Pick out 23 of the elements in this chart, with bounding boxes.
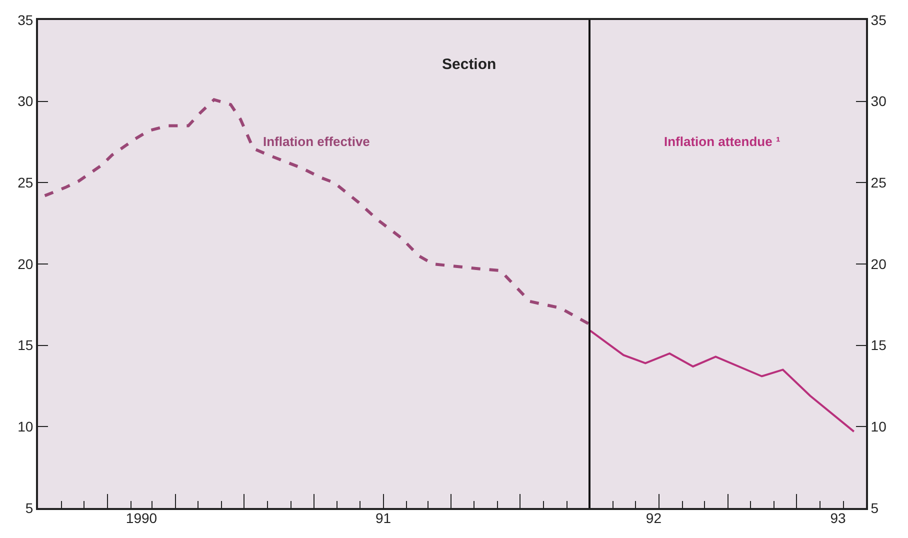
series-label: Inflation effective xyxy=(263,134,370,149)
y2-tick-label: 20 xyxy=(870,256,887,272)
y-tick-label: 35 xyxy=(18,12,34,28)
text: Section xyxy=(442,56,496,73)
y2-tick-label: 10 xyxy=(870,418,887,435)
y-tick-label: 5 xyxy=(25,500,34,516)
y2-tick-label: 35 xyxy=(870,12,887,28)
x-tick-label: 93 xyxy=(830,510,846,526)
y-tick-label: 20 xyxy=(18,256,34,272)
y-tick-label: 15 xyxy=(18,337,34,354)
y2-tick-label: 15 xyxy=(870,337,887,354)
x-tick-label: 91 xyxy=(375,510,392,526)
y2-tick-label: 25 xyxy=(870,174,887,191)
y2-tick-label: 5 xyxy=(870,500,879,516)
y2-tick-label: 30 xyxy=(870,93,887,110)
y-tick-label: 30 xyxy=(18,93,34,110)
text: Inflation attendue ¹ xyxy=(664,134,780,149)
y-tick-label: 25 xyxy=(18,174,34,191)
x-tick-label: 92 xyxy=(646,510,662,526)
y-tick-label: 10 xyxy=(18,418,34,435)
line-series xyxy=(589,330,855,433)
line-series xyxy=(43,98,591,326)
x-tick-label: 1990 xyxy=(126,510,158,526)
